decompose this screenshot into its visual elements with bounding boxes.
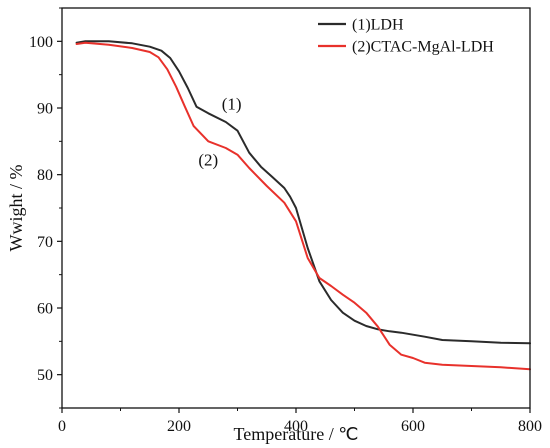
y-tick-label: 90 <box>37 101 53 118</box>
series-line-1 <box>75 40 531 345</box>
y-tick-label: 80 <box>37 167 53 184</box>
x-tick-label: 0 <box>58 418 66 435</box>
y-tick-label: 60 <box>37 301 53 318</box>
series-line-2 <box>75 41 531 371</box>
legend-label-1: (1)LDH <box>352 17 404 34</box>
x-axis-title: Temperature / ℃ <box>234 424 359 444</box>
legend: (1)LDH (2)CTAC-MgAl-LDH <box>318 17 494 56</box>
x-tick-label: 400 <box>284 418 308 435</box>
axes: 0 200 400 600 800 50 60 70 80 90 100 <box>29 7 542 435</box>
y-tick-label: 100 <box>29 34 53 51</box>
y-tick-label: 70 <box>37 234 53 251</box>
x-tick-label: 600 <box>401 418 425 435</box>
y-tick-label: 50 <box>37 367 53 384</box>
curve-annotation-2: (2) <box>198 150 218 169</box>
x-tick-label: 200 <box>167 418 191 435</box>
curve-annotation-1: (1) <box>222 94 242 113</box>
x-tick-label: 800 <box>518 418 542 435</box>
y-axis-title: Wwight / % <box>6 165 26 252</box>
legend-label-2: (2)CTAC-MgAl-LDH <box>352 39 494 56</box>
series-lines <box>75 40 531 371</box>
curve-annotations: (1) (2) <box>198 94 241 169</box>
